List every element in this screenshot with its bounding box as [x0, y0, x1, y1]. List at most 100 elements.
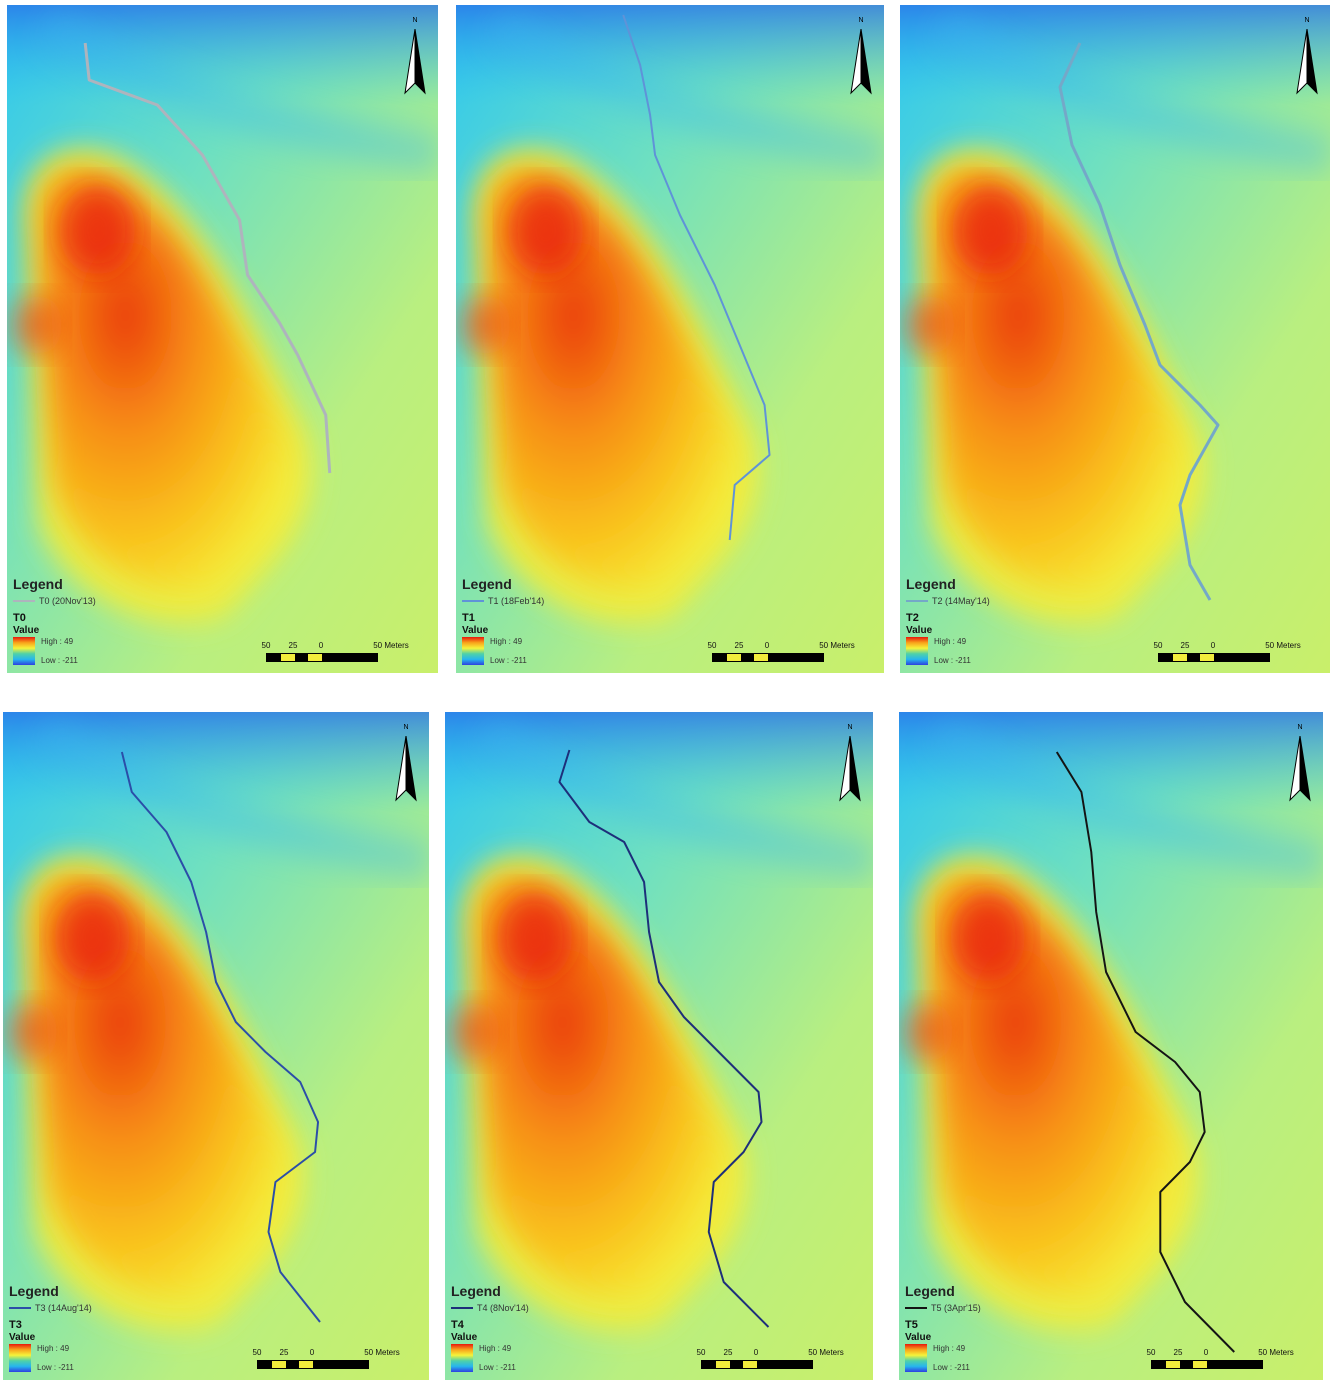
legend-title: Legend — [906, 576, 956, 592]
map-legend: Legend T1 (18Feb'14) T1 Value High : 49 … — [462, 576, 652, 665]
ramp-high-label: High : 49 — [41, 637, 74, 646]
scale-ticks: 50 25 0 50 Meters — [253, 1348, 417, 1360]
ramp-labels: High : 49 Low : -211 — [490, 637, 527, 665]
low-channel — [928, 714, 1323, 882]
map-panel-t0: N Legend T0 (20Nov'13) T0 Value High : 4… — [7, 5, 438, 673]
map-legend: Legend T5 (3Apr'15) T5 Value High : 49 L… — [905, 1283, 1095, 1372]
north-arrow: N — [837, 724, 863, 804]
boundary-line — [622, 14, 771, 541]
legend-line-entry: T4 (8Nov'14) — [451, 1303, 641, 1313]
scale-tick: 0 — [1203, 1348, 1209, 1357]
low-channel — [474, 714, 873, 882]
north-label: N — [412, 17, 418, 24]
ramp-low-label: Low : -211 — [933, 1363, 970, 1372]
boundary-line — [558, 749, 770, 1328]
ramp-high-label: High : 49 — [933, 1344, 966, 1353]
legend-value-label: Value — [451, 1332, 478, 1343]
ramp-high-label: High : 49 — [490, 637, 523, 646]
north-arrow: N — [1287, 724, 1313, 804]
color-ramp-row: High : 49 Low : -211 — [13, 637, 203, 665]
scale-ticks: 50 25 0 50 Meters — [1154, 641, 1318, 653]
north-label: N — [1297, 724, 1303, 731]
scale-tick: 50 — [1146, 1348, 1156, 1357]
boundary-line — [1058, 42, 1220, 601]
ramp-labels: High : 49 Low : -211 — [934, 637, 971, 665]
legend-title: Legend — [9, 1283, 59, 1299]
elevation-raster — [456, 5, 884, 673]
line-swatch — [906, 600, 928, 602]
color-ramp — [13, 637, 35, 665]
scale-tick: 25 — [734, 641, 744, 650]
line-swatch — [451, 1307, 473, 1309]
scale-tick: 50 Meters — [808, 1348, 844, 1357]
scale-tick: 25 — [279, 1348, 289, 1357]
elevation-raster — [900, 5, 1330, 673]
landslide-lobe — [449, 1002, 500, 1062]
color-ramp — [906, 637, 928, 665]
north-arrow-icon — [1296, 29, 1318, 95]
legend-value-label: Value — [9, 1332, 36, 1343]
scale-bar: 50 25 0 50 Meters — [262, 641, 426, 667]
scale-tick: 25 — [1173, 1348, 1183, 1357]
scale-tick: 0 — [318, 641, 324, 650]
ramp-low-label: Low : -211 — [37, 1363, 74, 1372]
low-channel — [485, 7, 884, 175]
legend-line-label: T1 (18Feb'14) — [488, 596, 545, 606]
legend-value-label: Value — [13, 625, 40, 636]
legend-time-label: T0 — [13, 612, 26, 624]
north-arrow: N — [402, 17, 428, 97]
scale-tick: 0 — [1210, 641, 1216, 650]
legend-line-label: T4 (8Nov'14) — [477, 1303, 529, 1313]
color-ramp-row: High : 49 Low : -211 — [451, 1344, 641, 1372]
north-arrow-icon — [850, 29, 872, 95]
line-swatch — [9, 1307, 31, 1309]
ramp-labels: High : 49 Low : -211 — [41, 637, 78, 665]
scale-bar: 50 25 0 50 Meters — [253, 1348, 417, 1374]
scale-tick: 50 Meters — [373, 641, 409, 650]
legend-line-label: T3 (14Aug'14) — [35, 1303, 92, 1313]
landslide-lobe — [903, 1002, 954, 1062]
ramp-high-label: High : 49 — [37, 1344, 70, 1353]
scale-tick: 50 — [261, 641, 271, 650]
legend-line-label: T5 (3Apr'15) — [931, 1303, 981, 1313]
legend-time-label: T2 — [906, 612, 919, 624]
map-legend: Legend T0 (20Nov'13) T0 Value High : 49 … — [13, 576, 203, 665]
line-swatch — [13, 600, 35, 602]
elevation-raster — [7, 5, 438, 673]
scale-bar-segments — [1158, 653, 1270, 662]
legend-line-entry: T2 (14May'14) — [906, 596, 1096, 606]
scale-tick: 0 — [309, 1348, 315, 1357]
north-arrow-icon — [839, 736, 861, 802]
color-ramp-row: High : 49 Low : -211 — [906, 637, 1096, 665]
scale-tick: 50 — [252, 1348, 262, 1357]
north-label: N — [1304, 17, 1310, 24]
scale-tick: 25 — [723, 1348, 733, 1357]
color-ramp — [451, 1344, 473, 1372]
boundary-line — [120, 751, 321, 1323]
scale-bar-segments — [712, 653, 824, 662]
north-arrow: N — [1294, 17, 1320, 97]
scale-bar-segments — [701, 1360, 813, 1369]
legend-line-label: T2 (14May'14) — [932, 596, 990, 606]
scale-ticks: 50 25 0 50 Meters — [708, 641, 872, 653]
scale-tick: 50 — [696, 1348, 706, 1357]
scale-bar: 50 25 0 50 Meters — [697, 1348, 861, 1374]
scale-tick: 50 Meters — [1265, 641, 1301, 650]
north-label: N — [403, 724, 409, 731]
landslide-crest — [496, 892, 573, 982]
landslide-crest — [507, 185, 584, 275]
scale-tick: 50 — [1153, 641, 1163, 650]
color-ramp-row: High : 49 Low : -211 — [9, 1344, 199, 1372]
north-label: N — [858, 17, 864, 24]
legend-value-label: Value — [905, 1332, 932, 1343]
scale-tick: 50 Meters — [364, 1348, 400, 1357]
landslide-lobe — [460, 295, 511, 355]
elevation-raster — [3, 712, 429, 1380]
legend-time-label: T4 — [451, 1319, 464, 1331]
north-arrow: N — [393, 724, 419, 804]
ramp-labels: High : 49 Low : -211 — [37, 1344, 74, 1372]
boundary-line — [83, 42, 332, 474]
legend-value-label: Value — [462, 625, 489, 636]
legend-line-entry: T0 (20Nov'13) — [13, 596, 203, 606]
map-panel-t2: N Legend T2 (14May'14) T2 Value High : 4… — [900, 5, 1330, 673]
